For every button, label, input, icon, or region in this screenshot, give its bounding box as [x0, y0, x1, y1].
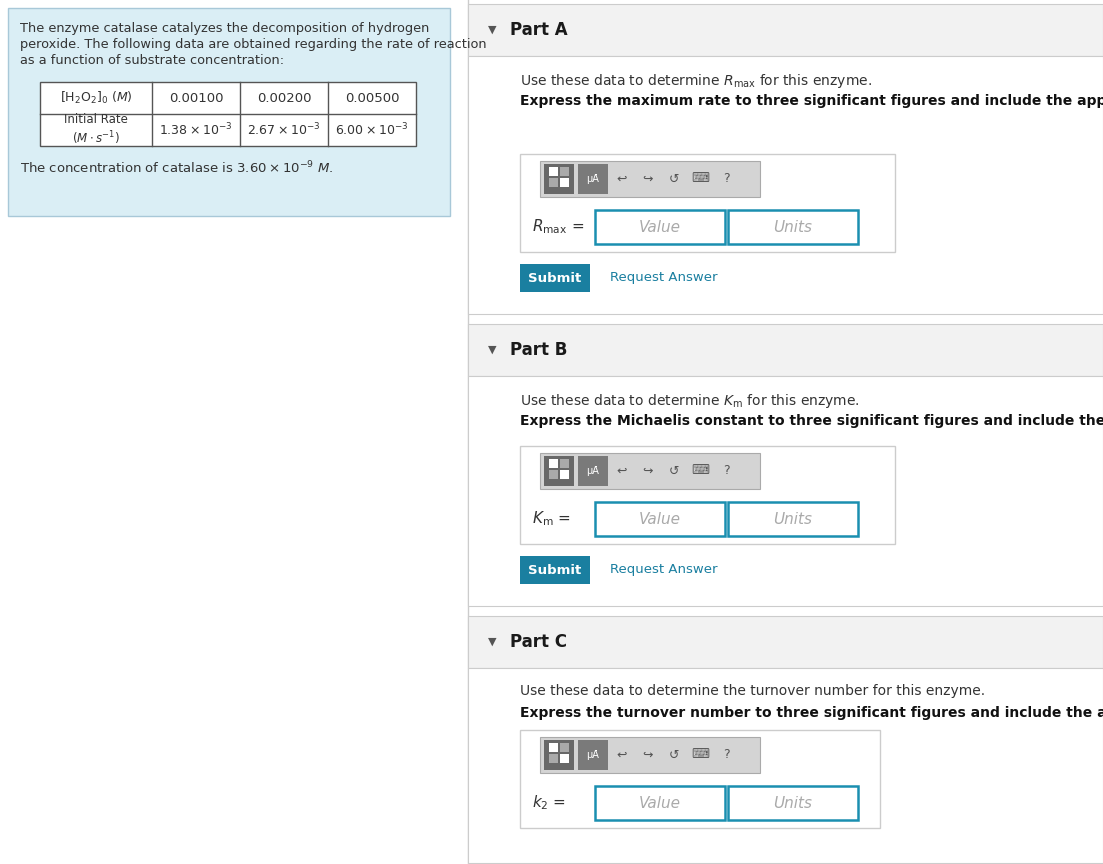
Bar	[520, 154, 895, 252]
Text: ↩: ↩	[617, 465, 628, 478]
Text: ▼: ▼	[488, 25, 496, 35]
Bar	[468, 376, 1103, 606]
Bar	[468, 668, 1103, 863]
Bar	[595, 786, 725, 820]
Text: $6.00 \times 10^{-3}$: $6.00 \times 10^{-3}$	[335, 122, 409, 138]
Text: Units: Units	[773, 219, 813, 234]
Bar	[549, 167, 558, 176]
Text: Value: Value	[639, 219, 681, 234]
Bar	[540, 453, 760, 489]
Bar	[578, 740, 608, 770]
Text: $K_{\mathrm{m}}$ =: $K_{\mathrm{m}}$ =	[532, 510, 571, 529]
Bar	[728, 210, 858, 244]
Text: $1.38 \times 10^{-3}$: $1.38 \times 10^{-3}$	[159, 122, 233, 138]
Bar	[560, 167, 569, 176]
Text: ⌨: ⌨	[690, 465, 709, 478]
Text: 0.00500: 0.00500	[345, 92, 399, 105]
Text: ↩: ↩	[617, 173, 628, 186]
Bar	[560, 470, 569, 479]
Text: Part C: Part C	[510, 633, 567, 651]
Bar	[8, 8, 450, 216]
Bar	[560, 178, 569, 187]
Bar	[540, 737, 760, 773]
Bar	[544, 456, 574, 486]
Text: Initial Rate
$(M \cdot s^{-1})$: Initial Rate $(M \cdot s^{-1})$	[64, 112, 128, 148]
Text: Express the turnover number to three significant figures and include the appropr: Express the turnover number to three sig…	[520, 706, 1103, 720]
Bar	[549, 470, 558, 479]
Text: Request Answer: Request Answer	[610, 563, 717, 576]
Bar	[549, 743, 558, 752]
Bar	[544, 740, 574, 770]
Bar	[468, 616, 1103, 668]
Text: ▼: ▼	[488, 345, 496, 355]
Text: Units: Units	[773, 796, 813, 810]
Text: $2.67 \times 10^{-3}$: $2.67 \times 10^{-3}$	[247, 122, 321, 138]
Text: ↺: ↺	[668, 748, 679, 761]
Text: μȦ: μȦ	[587, 750, 599, 760]
Bar	[540, 161, 760, 197]
Bar	[468, 4, 1103, 56]
Text: Use these data to determine the turnover number for this enzyme.: Use these data to determine the turnover…	[520, 684, 985, 698]
Bar	[560, 754, 569, 763]
Text: ⌨: ⌨	[690, 748, 709, 761]
Text: Use these data to determine $K_{\mathrm{m}}$ for this enzyme.: Use these data to determine $K_{\mathrm{…	[520, 392, 859, 410]
Bar	[520, 730, 880, 828]
Text: Units: Units	[773, 511, 813, 526]
Text: Part A: Part A	[510, 21, 568, 39]
Text: $[\mathrm{H_2O_2}]_0\ (M)$: $[\mathrm{H_2O_2}]_0\ (M)$	[60, 90, 132, 106]
Text: Submit: Submit	[528, 271, 581, 284]
Text: 0.00200: 0.00200	[257, 92, 311, 105]
Text: The enzyme catalase catalyzes the decomposition of hydrogen: The enzyme catalase catalyzes the decomp…	[20, 22, 429, 35]
Text: ?: ?	[722, 173, 729, 186]
Bar	[468, 56, 1103, 314]
Text: $k_2$ =: $k_2$ =	[532, 794, 566, 812]
Text: Express the Michaelis constant to three significant figures and include the appr: Express the Michaelis constant to three …	[520, 414, 1103, 428]
Bar	[520, 264, 590, 292]
Bar	[578, 164, 608, 194]
Text: Part B: Part B	[510, 341, 567, 359]
Text: ↪: ↪	[643, 748, 653, 761]
Bar	[549, 754, 558, 763]
Text: μȦ: μȦ	[587, 174, 599, 184]
Text: ↺: ↺	[668, 173, 679, 186]
Bar	[520, 446, 895, 544]
Text: 0.00100: 0.00100	[169, 92, 223, 105]
Text: μȦ: μȦ	[587, 466, 599, 476]
Text: Value: Value	[639, 796, 681, 810]
Bar	[595, 502, 725, 536]
Text: Submit: Submit	[528, 563, 581, 576]
Bar	[560, 743, 569, 752]
Bar	[544, 164, 574, 194]
Text: peroxide. The following data are obtained regarding the rate of reaction: peroxide. The following data are obtaine…	[20, 38, 486, 51]
Bar	[549, 459, 558, 468]
Bar	[549, 178, 558, 187]
Text: ?: ?	[722, 465, 729, 478]
Text: ↪: ↪	[643, 173, 653, 186]
Text: Value: Value	[639, 511, 681, 526]
Text: The concentration of catalase is $3.60 \times 10^{-9}\ M$.: The concentration of catalase is $3.60 \…	[20, 160, 333, 176]
Text: ↪: ↪	[643, 465, 653, 478]
Bar	[40, 82, 416, 146]
Bar	[728, 786, 858, 820]
Text: Use these data to determine $R_{\mathrm{max}}$ for this enzyme.: Use these data to determine $R_{\mathrm{…	[520, 72, 872, 90]
Bar	[468, 324, 1103, 376]
Text: Express the maximum rate to three significant figures and include the appropriat: Express the maximum rate to three signif…	[520, 94, 1103, 108]
Bar	[728, 502, 858, 536]
Text: ↩: ↩	[617, 748, 628, 761]
Text: $R_{\mathrm{max}}$ =: $R_{\mathrm{max}}$ =	[532, 218, 585, 237]
Text: Request Answer: Request Answer	[610, 271, 717, 284]
Bar	[520, 556, 590, 584]
Text: ▼: ▼	[488, 637, 496, 647]
Text: as a function of substrate concentration:: as a function of substrate concentration…	[20, 54, 285, 67]
Bar	[560, 459, 569, 468]
Bar	[595, 210, 725, 244]
Bar	[578, 456, 608, 486]
Text: ?: ?	[722, 748, 729, 761]
Text: ↺: ↺	[668, 465, 679, 478]
Text: ⌨: ⌨	[690, 173, 709, 186]
